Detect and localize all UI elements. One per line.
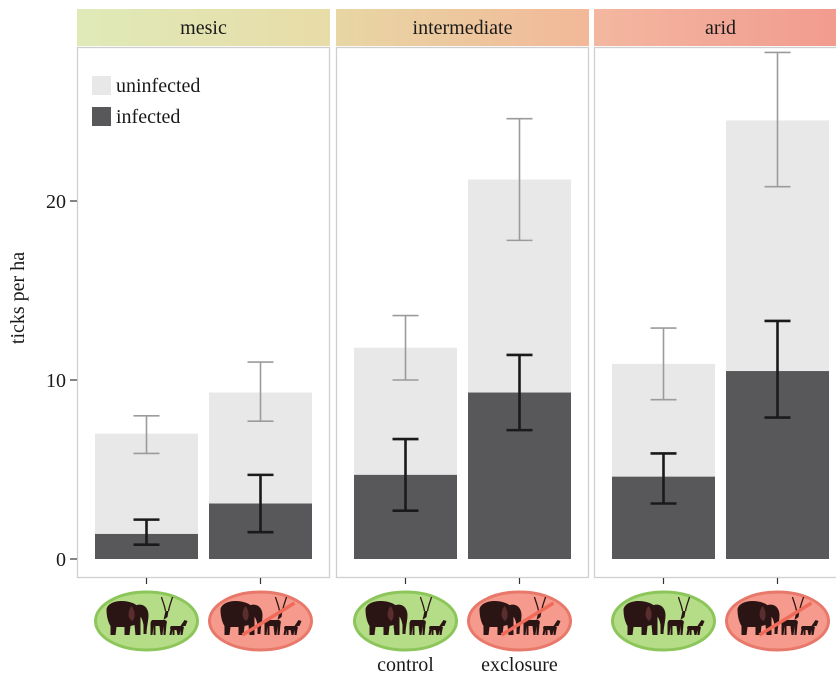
panels: mesic intermediate arid [76,9,836,584]
y-tick-label: 0 [56,549,66,571]
error-bar-total-mesic-exclosure [247,361,274,422]
crossed-elephant-impala-dikdik-icon [737,596,819,635]
panel-border [335,46,590,579]
panel-border [76,46,331,579]
strip-label-arid: arid [705,17,736,39]
y-tick-label: 20 [46,191,66,213]
panel-mesic: mesic [76,9,331,584]
error-bar-total-intermediate-exclosure [506,117,533,242]
y-axis-title: ticks per ha [7,252,29,344]
panel-border [593,46,836,579]
control-badge [353,590,458,652]
panel-arid: arid [593,9,836,584]
elephant-impala-dikdik-icon [623,596,705,635]
y-tick-label: 10 [46,370,66,392]
y-axis: ticks per ha 0 10 20 [7,191,77,571]
exclosure-badge [208,590,313,652]
treatment-badges [94,590,830,652]
legend-swatch-uninfected [92,76,111,95]
exclosure-badge [725,590,830,652]
panel-intermediate: intermediate [335,9,590,584]
elephant-impala-dikdik-icon [106,596,188,635]
error-bar-infected-intermediate-control [392,437,419,512]
error-bar-total-arid-control [650,327,677,401]
control-badge [611,590,716,652]
legend-label-uninfected: uninfected [116,75,200,97]
strip-arid [594,9,836,46]
error-bar-total-arid-exclosure [764,51,791,188]
control-badge [94,590,199,652]
legend: uninfected infected [92,75,200,128]
strip-label-intermediate: intermediate [413,17,513,39]
crossed-elephant-impala-dikdik-icon [479,596,561,635]
strip-intermediate [336,9,589,46]
elephant-impala-dikdik-icon [365,596,447,635]
exclosure-badge [467,590,572,652]
legend-swatch-infected [92,107,111,126]
strip-mesic [77,9,330,46]
error-bar-infected-mesic-control [133,518,160,546]
error-bar-infected-mesic-exclosure [247,473,274,534]
legend-label-infected: infected [116,106,180,128]
x-caption-exclosure: exclosure [481,654,558,676]
x-caption-control: control [377,654,434,676]
error-bar-infected-arid-exclosure [764,319,791,419]
error-bar-infected-intermediate-exclosure [506,353,533,432]
crossed-elephant-impala-dikdik-icon [220,596,302,635]
error-bar-infected-arid-control [650,452,677,505]
x-captions: control exclosure [377,654,558,676]
error-bar-total-mesic-control [133,414,160,455]
strip-label-mesic: mesic [180,17,227,39]
error-bar-total-intermediate-control [392,314,419,381]
